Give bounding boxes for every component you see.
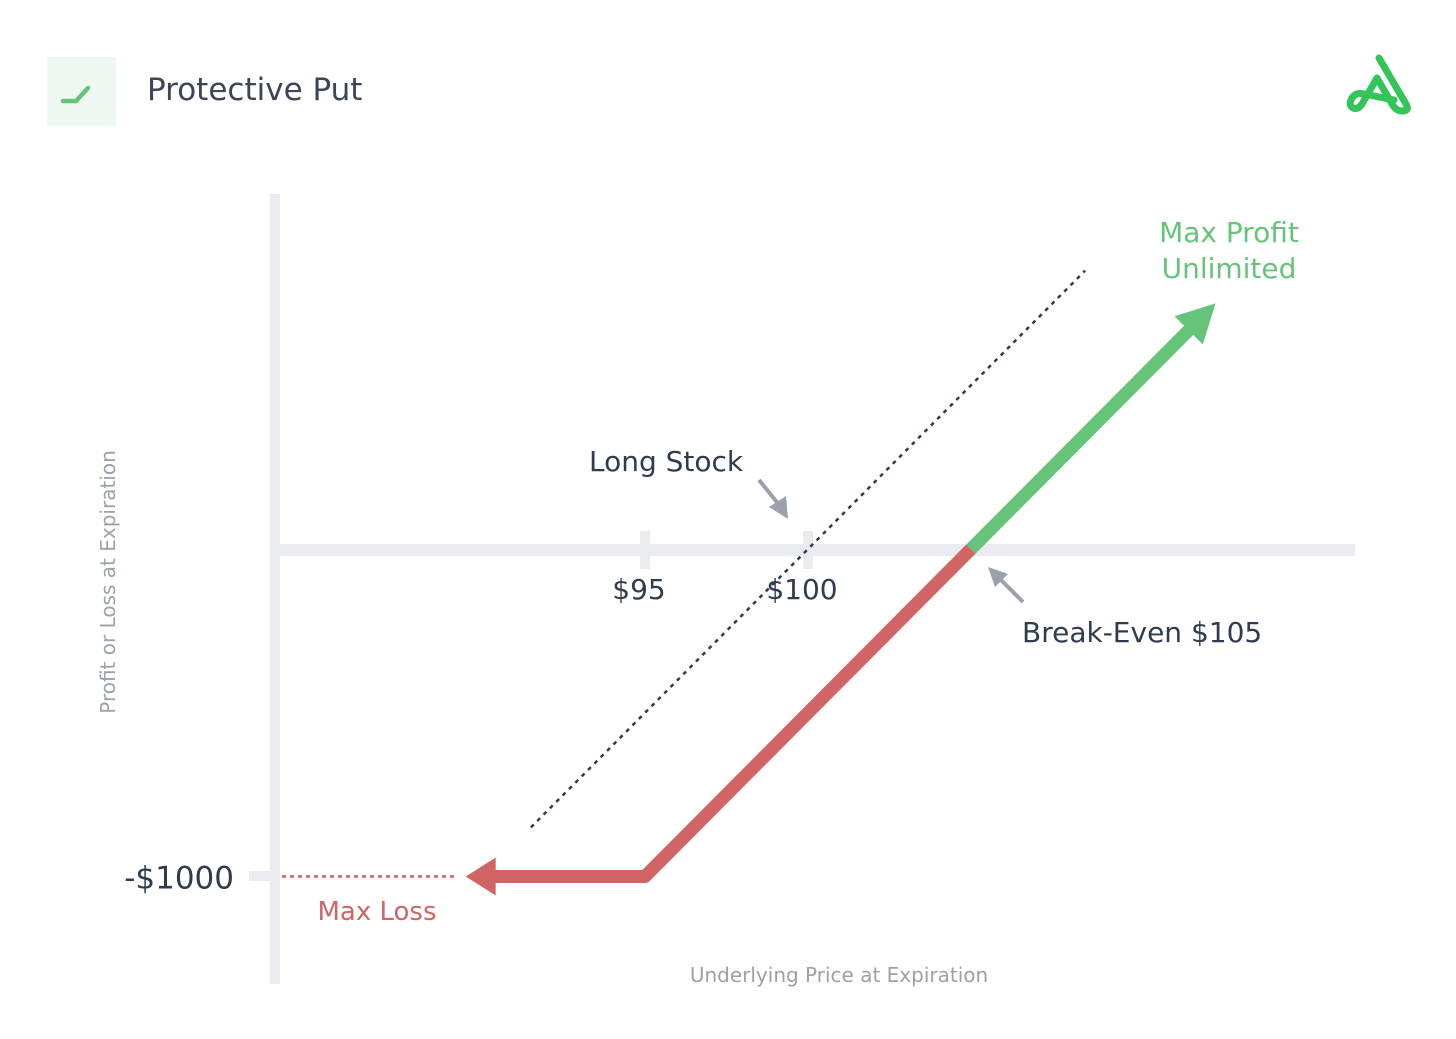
trend-line-icon xyxy=(60,85,91,104)
brand-logo-icon xyxy=(1346,54,1411,115)
break-even-pointer xyxy=(988,567,1025,604)
y-tick-label: -$1000 xyxy=(124,861,234,897)
max-loss-label: Max Loss xyxy=(317,897,436,927)
max-profit-sublabel: Unlimited xyxy=(1162,252,1297,285)
long-stock-label: Long Stock xyxy=(589,445,744,478)
max-loss-arrowhead xyxy=(465,857,496,896)
x-tick-mark xyxy=(803,531,813,569)
y-tick-mark xyxy=(249,871,271,881)
x-axis-title: Underlying Price at Expiration xyxy=(690,963,988,987)
y-axis xyxy=(270,194,280,984)
page-title: Protective Put xyxy=(147,72,363,108)
max-profit-label: Max Profit xyxy=(1159,216,1299,249)
strategy-icon-box xyxy=(47,57,116,126)
y-axis-title: Profit or Loss at Expiration xyxy=(96,450,120,714)
x-axis xyxy=(280,544,1355,556)
x-tick-label: $100 xyxy=(766,573,837,606)
loss-segment xyxy=(493,544,976,883)
break-even-label: Break-Even $105 xyxy=(1022,616,1262,649)
max-profit-arrowhead xyxy=(1174,303,1216,345)
long-stock-pointer xyxy=(757,478,788,519)
profit-segment xyxy=(966,320,1199,554)
x-tick-label: $95 xyxy=(612,573,665,606)
x-tick-mark xyxy=(640,531,650,569)
